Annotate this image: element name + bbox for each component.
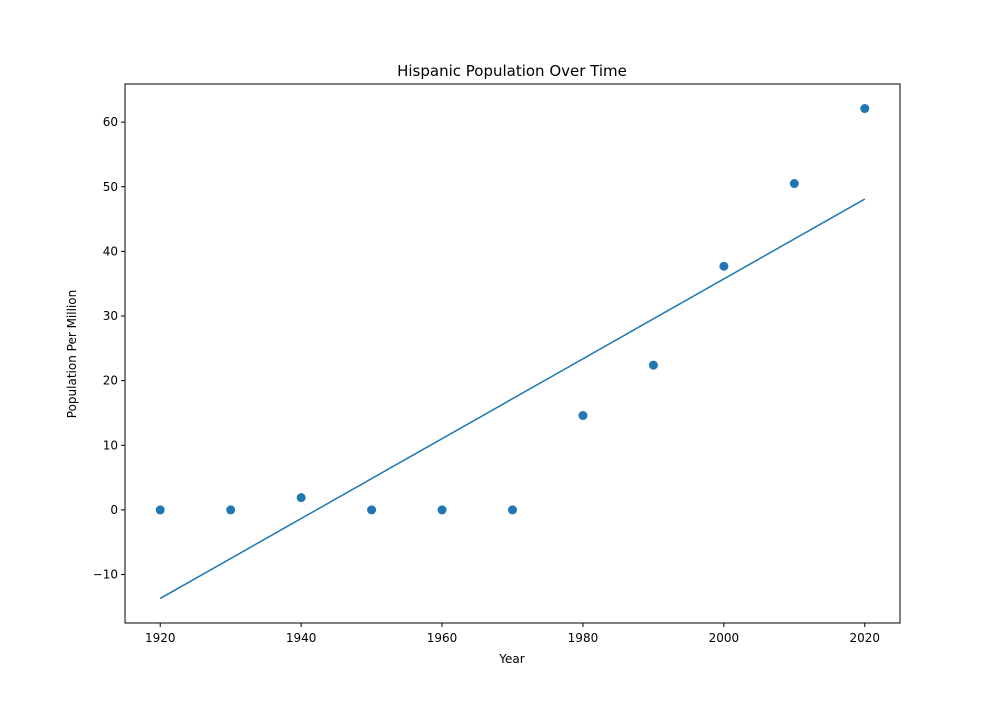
x-tick-label: 1980 — [568, 631, 599, 645]
data-point — [296, 493, 306, 503]
y-tick-label: 40 — [103, 244, 118, 258]
y-axis-label: Population Per Million — [65, 290, 79, 418]
data-point — [437, 505, 447, 515]
x-tick-label: 1920 — [145, 631, 176, 645]
x-axis-label: Year — [498, 652, 524, 666]
trend-line-group — [159, 198, 866, 600]
x-tick-label: 2020 — [849, 631, 880, 645]
x-tick-label: 1940 — [286, 631, 317, 645]
data-point — [719, 261, 729, 271]
x-axis-ticks: 1920 1940 1960 1980 2000 2020 — [145, 623, 880, 645]
y-tick-label: 50 — [103, 180, 118, 194]
y-axis-ticks: −10 0 10 20 30 40 50 60 — [93, 115, 125, 582]
data-point — [508, 505, 517, 515]
x-tick-label: 1960 — [427, 631, 458, 645]
y-tick-label: 30 — [103, 309, 118, 323]
y-tick-label: 20 — [103, 374, 118, 388]
y-tick-label: 0 — [110, 503, 118, 517]
data-point — [367, 505, 377, 515]
y-tick-label: 60 — [103, 115, 118, 129]
y-tick-label: −10 — [93, 568, 118, 582]
trend-line — [159, 198, 866, 600]
y-tick-label: 10 — [103, 438, 118, 452]
plot-area-frame — [124, 83, 901, 624]
x-tick-label: 2000 — [709, 631, 740, 645]
data-point — [648, 360, 658, 370]
data-points — [155, 104, 870, 515]
data-point — [789, 179, 799, 189]
data-point — [155, 505, 165, 515]
chart-title: Hispanic Population Over Time — [397, 62, 627, 80]
data-point — [860, 104, 870, 114]
data-point — [226, 505, 236, 515]
data-point — [578, 411, 588, 421]
